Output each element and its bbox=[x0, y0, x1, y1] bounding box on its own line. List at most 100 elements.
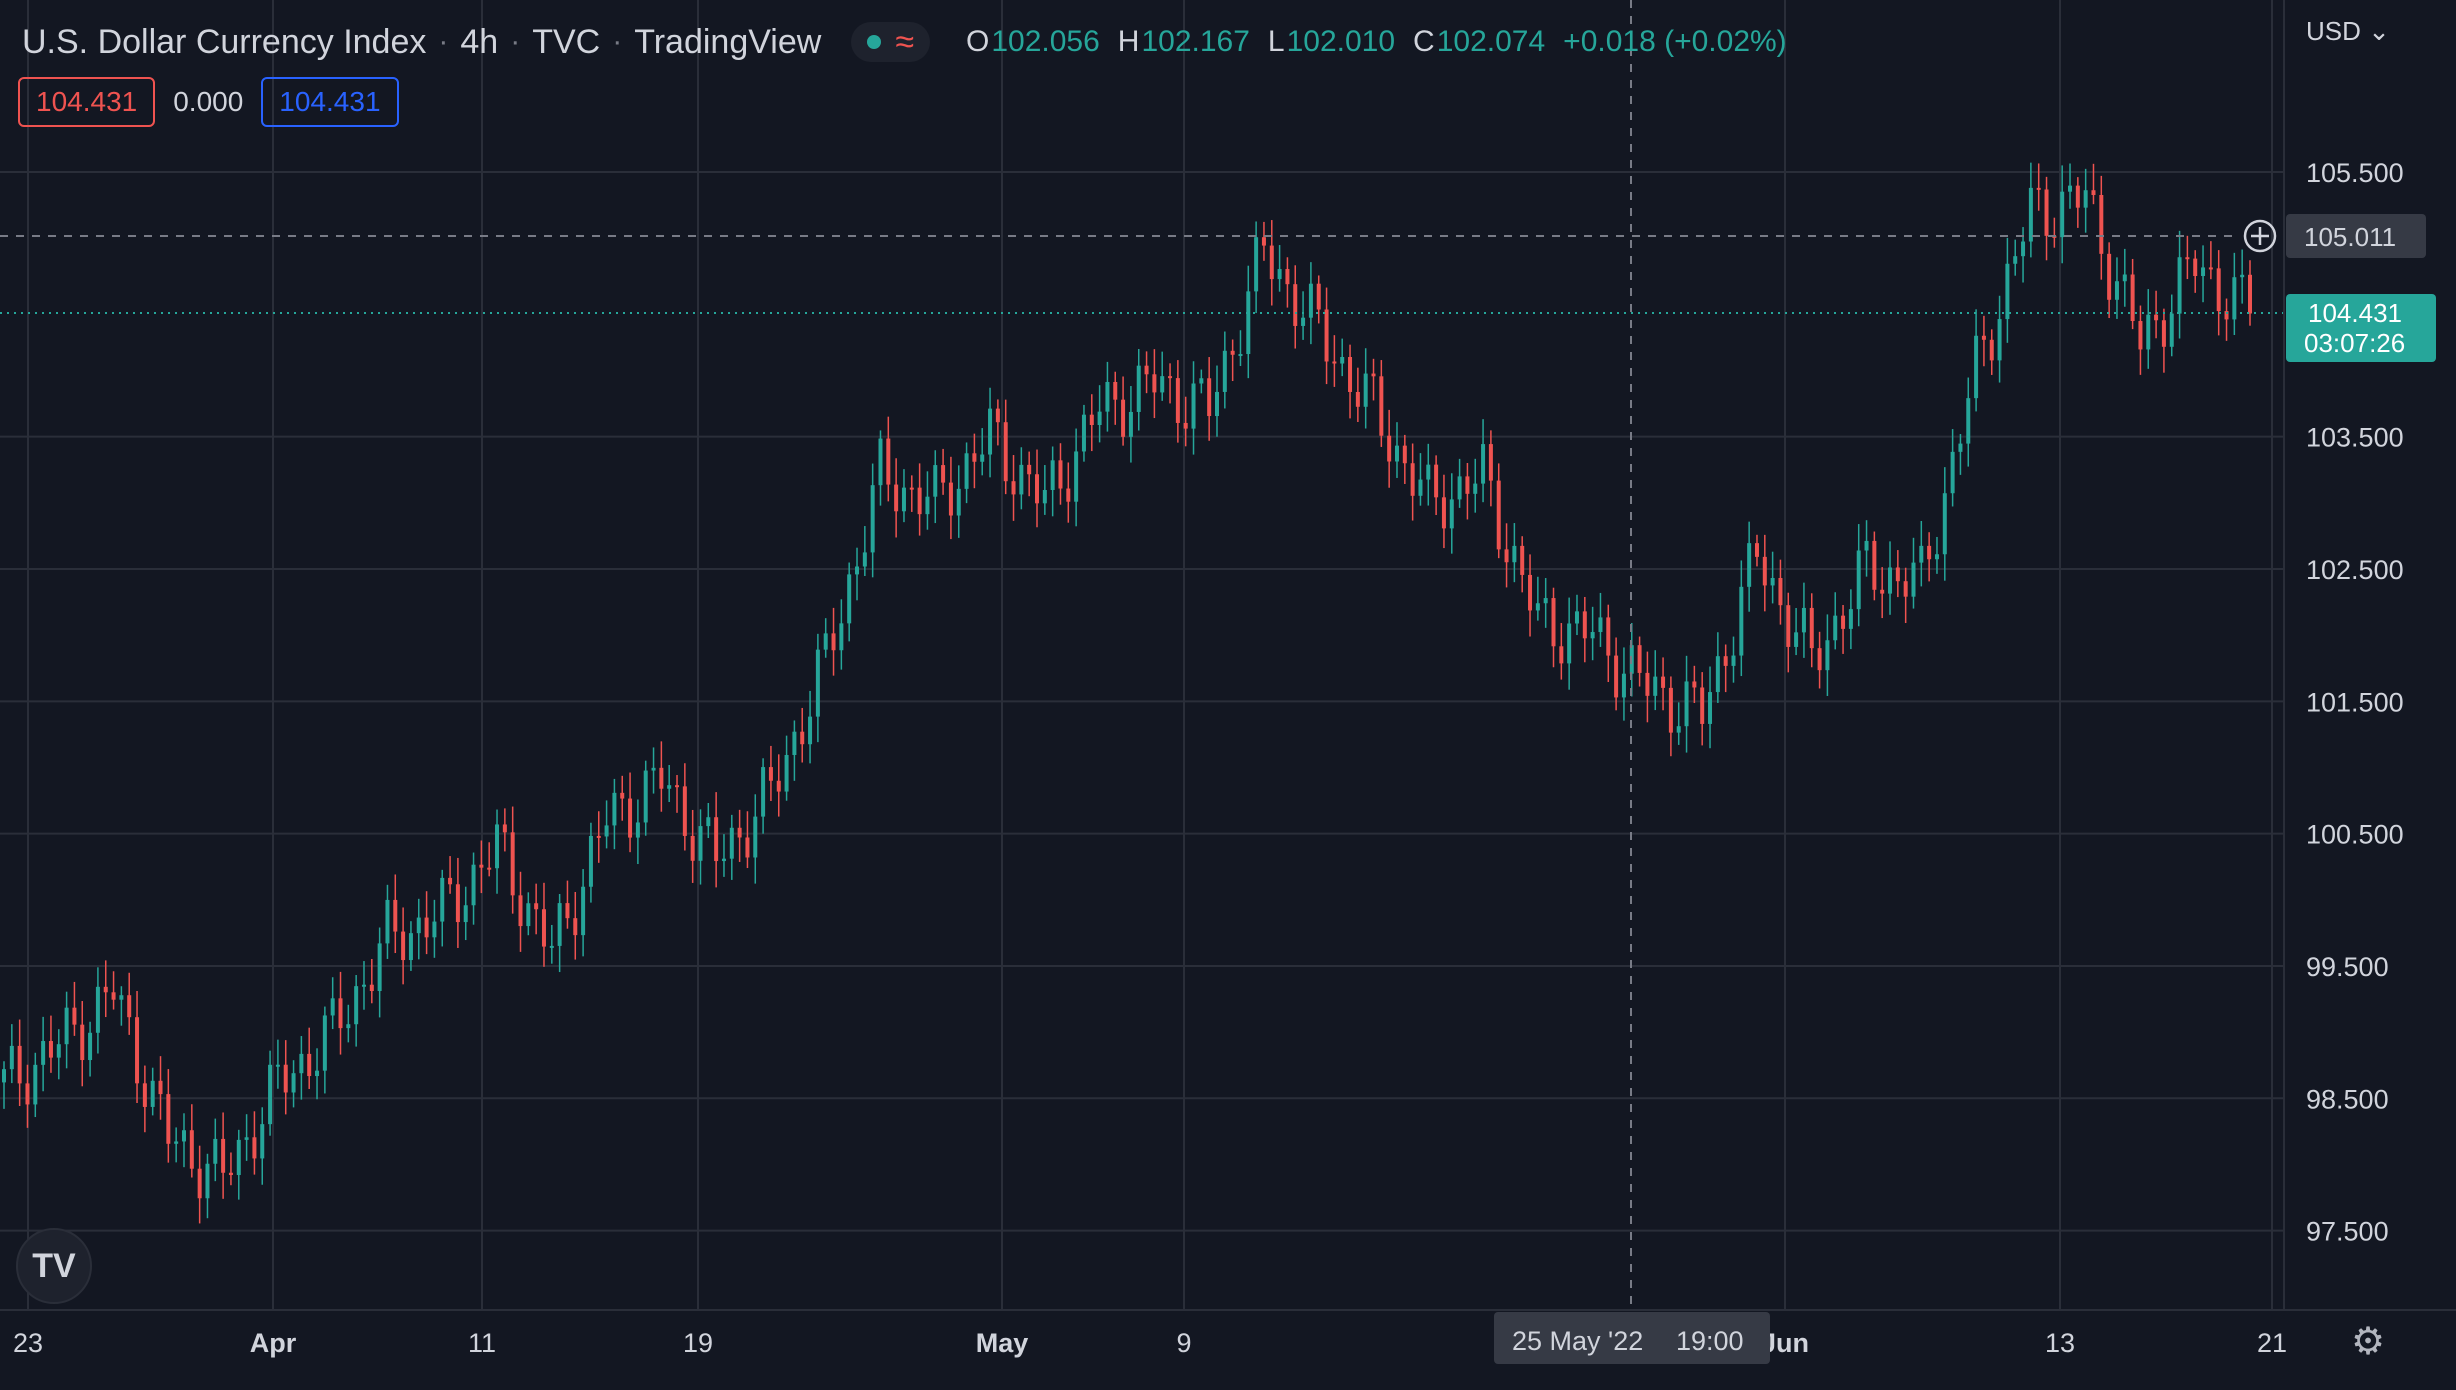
last-price-value: 104.431 bbox=[2308, 298, 2402, 328]
candle bbox=[1520, 536, 1525, 593]
price-tick-label: 101.500 bbox=[2306, 687, 2404, 717]
candle bbox=[1128, 386, 1133, 463]
time-tick-label: 23 bbox=[13, 1328, 43, 1358]
candle bbox=[1387, 409, 1392, 488]
candle bbox=[346, 1004, 351, 1043]
candle bbox=[526, 892, 531, 936]
currency-label: USD bbox=[2306, 16, 2361, 46]
crosshair-time-tag: 25 May '22 19:00 bbox=[1494, 1312, 1770, 1364]
candle bbox=[2130, 258, 2135, 330]
separator-dot: · bbox=[438, 25, 449, 58]
candle bbox=[424, 891, 429, 955]
plus-circle-icon[interactable] bbox=[2243, 219, 2277, 253]
candle bbox=[1809, 593, 1814, 668]
change-value: +0.018 (+0.02%) bbox=[1563, 25, 1787, 58]
candle bbox=[283, 1040, 288, 1115]
candle bbox=[408, 921, 413, 971]
candle bbox=[1637, 636, 1642, 687]
candle bbox=[2154, 290, 2159, 339]
candle bbox=[1911, 537, 1916, 609]
candle bbox=[275, 1039, 280, 1089]
candle bbox=[307, 1027, 312, 1089]
candle bbox=[2169, 294, 2174, 357]
price-tick-label: 102.500 bbox=[2306, 555, 2404, 585]
gear-icon[interactable]: ⚙ bbox=[2350, 1321, 2386, 1363]
candle bbox=[1074, 428, 1079, 527]
candle bbox=[2068, 163, 2073, 209]
candle bbox=[197, 1145, 202, 1224]
candle bbox=[205, 1153, 210, 1219]
symbol-legend[interactable]: U.S. Dollar Currency Index · 4h · TVC · … bbox=[22, 18, 1787, 66]
candle bbox=[628, 772, 633, 853]
candle bbox=[236, 1129, 241, 1200]
candle bbox=[166, 1069, 171, 1163]
candle bbox=[698, 809, 703, 885]
high-value: 102.167 bbox=[1141, 25, 1250, 58]
candle bbox=[1214, 365, 1219, 437]
candle bbox=[2052, 217, 2057, 248]
candle bbox=[1121, 376, 1126, 446]
candle bbox=[2146, 289, 2151, 369]
candle bbox=[1410, 443, 1415, 521]
candle bbox=[1371, 358, 1376, 401]
candle bbox=[815, 633, 820, 743]
countdown-timer: 03:07:26 bbox=[2304, 328, 2405, 358]
low-value: 102.010 bbox=[1286, 25, 1396, 58]
tradingview-logo-icon[interactable]: TV bbox=[16, 1228, 92, 1304]
ask-price-box[interactable]: 104.431 bbox=[261, 77, 399, 127]
candle bbox=[401, 907, 406, 985]
candle bbox=[221, 1112, 226, 1199]
currency-selector[interactable]: USD ⌄ bbox=[2306, 16, 2390, 47]
candle bbox=[1144, 351, 1149, 394]
candle bbox=[870, 463, 875, 578]
candle bbox=[768, 745, 773, 801]
bid-ask-row: 104.431 0.000 104.431 bbox=[18, 77, 399, 127]
time-axis[interactable]: 23 Apr 11 19 May 9 Jun 13 21 bbox=[13, 1328, 2287, 1358]
candle bbox=[471, 852, 476, 925]
candle bbox=[95, 967, 100, 1054]
candle bbox=[831, 607, 836, 676]
interval-label[interactable]: 4h bbox=[460, 22, 499, 61]
candle bbox=[1058, 443, 1063, 505]
candle bbox=[72, 981, 77, 1036]
price-axis[interactable]: 105.500 103.500 102.500 101.500 100.500 99.50… bbox=[2306, 158, 2404, 1247]
candle bbox=[1496, 463, 1501, 559]
candle bbox=[1692, 665, 1697, 704]
candle bbox=[189, 1104, 194, 1178]
candle bbox=[792, 720, 797, 781]
candle bbox=[463, 886, 468, 941]
bid-price-box[interactable]: 104.431 bbox=[18, 77, 156, 127]
candle bbox=[721, 834, 726, 877]
candle bbox=[1449, 473, 1454, 554]
candle bbox=[1042, 465, 1047, 515]
candle bbox=[737, 809, 742, 862]
candle bbox=[1301, 291, 1306, 340]
candle bbox=[2013, 239, 2018, 276]
price-tick-label: 103.500 bbox=[2306, 423, 2404, 453]
candle bbox=[228, 1152, 233, 1186]
candle bbox=[502, 808, 507, 852]
separator-dot: · bbox=[612, 25, 623, 58]
candle bbox=[510, 806, 515, 914]
candle bbox=[268, 1050, 273, 1136]
candle bbox=[1770, 551, 1775, 604]
candle bbox=[2216, 250, 2221, 336]
time-tick-label: 21 bbox=[2257, 1328, 2287, 1358]
candle bbox=[291, 1060, 296, 1108]
candle bbox=[1019, 447, 1024, 510]
candle bbox=[64, 991, 69, 1069]
candle bbox=[1825, 614, 1830, 696]
candle bbox=[495, 809, 500, 894]
candle bbox=[1277, 245, 1282, 292]
candle bbox=[1324, 287, 1329, 385]
candle bbox=[1050, 446, 1055, 517]
candle bbox=[440, 869, 445, 947]
symbol-name[interactable]: U.S. Dollar Currency Index bbox=[22, 22, 427, 61]
candle bbox=[1715, 632, 1720, 703]
wave-icon: ≈ bbox=[895, 23, 914, 61]
candle bbox=[1684, 655, 1689, 753]
candle bbox=[135, 990, 140, 1104]
market-status-pill[interactable]: ≈ bbox=[851, 22, 930, 62]
candle bbox=[369, 958, 374, 1004]
